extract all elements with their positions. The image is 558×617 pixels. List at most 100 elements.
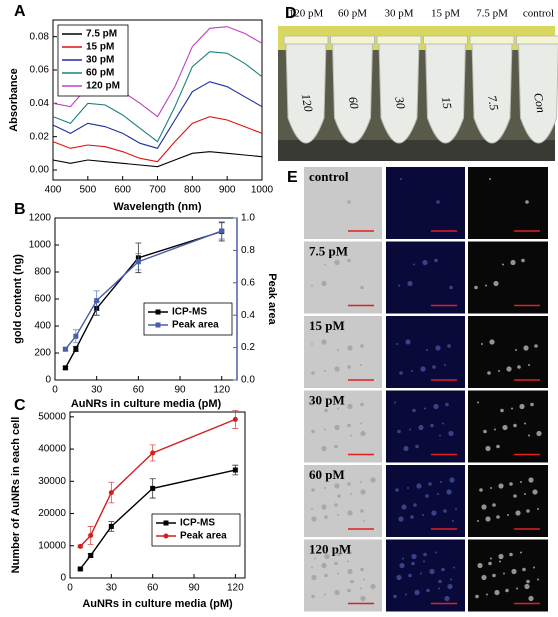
cell: [324, 573, 328, 578]
cell: [432, 365, 436, 369]
cell: [350, 434, 352, 437]
panel-label: A: [14, 3, 26, 20]
tube: [471, 41, 513, 144]
y-tick-label: 800: [34, 267, 51, 278]
cell: [321, 445, 327, 452]
cell: [487, 371, 491, 375]
cell: [400, 178, 402, 180]
cell: [408, 573, 412, 578]
cell: [334, 503, 338, 507]
marker: [155, 322, 161, 328]
marker: [163, 520, 169, 526]
tube-cap: [376, 35, 422, 45]
y-axis-label: Number of AuNRs in each cell: [10, 417, 22, 574]
legend-label: 120 pM: [86, 81, 120, 92]
x-tick-label: 60: [133, 385, 145, 396]
cell: [477, 562, 483, 569]
cell: [418, 424, 424, 431]
series-line: [52, 81, 263, 149]
cell: [532, 489, 538, 495]
y2-tick-label: 1.0: [241, 213, 255, 224]
row-label: 120 pM: [309, 541, 351, 556]
legend-box: [151, 513, 241, 547]
cell: [363, 578, 365, 581]
cell: [410, 515, 414, 519]
cell: [505, 588, 509, 593]
cell: [337, 514, 339, 516]
cell: [521, 258, 525, 263]
cell: [360, 509, 364, 513]
marker: [150, 450, 156, 456]
plot-frame: [69, 411, 246, 579]
cell: [360, 430, 366, 437]
marker: [150, 485, 156, 491]
cell: [334, 259, 340, 266]
cell: [425, 494, 429, 498]
cell: [324, 428, 326, 431]
marker: [94, 298, 100, 304]
cell: [321, 280, 327, 287]
cell: [337, 349, 339, 351]
cell: [396, 574, 402, 581]
panel-label: D: [285, 5, 297, 22]
cell: [311, 574, 317, 581]
cell: [314, 557, 316, 560]
cell: [445, 402, 449, 407]
cell: [428, 482, 432, 486]
cell: [422, 259, 428, 266]
cell: [334, 424, 340, 431]
cell: [477, 401, 479, 404]
cell: [347, 482, 351, 486]
cell: [438, 579, 442, 584]
tube: [285, 41, 327, 144]
micrograph: [468, 241, 548, 314]
cell: [524, 493, 526, 495]
cell: [502, 424, 508, 431]
x-tick-label: 900: [219, 185, 236, 196]
cell: [402, 557, 404, 560]
cell: [475, 594, 479, 599]
cell: [411, 370, 413, 372]
cell: [450, 578, 452, 581]
marker: [232, 467, 238, 473]
y2-tick-label: 0.6: [241, 277, 255, 288]
tube-label: 30: [392, 95, 408, 110]
cell: [513, 494, 517, 498]
series-line: [64, 230, 222, 369]
legend-label: 7.5 pM: [86, 29, 117, 40]
cell: [396, 343, 398, 345]
x-tick-label: 90: [174, 385, 186, 396]
cell: [360, 344, 364, 348]
photo-bench: [278, 140, 555, 161]
x-axis-label: AuNRs in culture media (pM): [71, 398, 222, 410]
cell: [447, 583, 453, 590]
cell: [440, 481, 442, 483]
cell: [311, 516, 317, 522]
cell: [347, 200, 351, 204]
cell: [481, 574, 487, 581]
cell: [311, 343, 313, 345]
marker: [77, 543, 83, 549]
cell: [507, 514, 509, 516]
marker: [155, 309, 161, 315]
micrograph: [386, 465, 465, 537]
x-tick-label: 90: [188, 583, 200, 594]
panel-label: C: [14, 397, 26, 414]
cell: [409, 428, 411, 431]
cell: [437, 493, 439, 495]
y-tick-label: 0: [45, 375, 51, 386]
micrograph: [468, 390, 548, 463]
cell: [488, 561, 492, 566]
legend-label: Peak area: [172, 320, 219, 331]
cell: [485, 284, 487, 287]
cell: [321, 562, 327, 569]
row-label: 60 pM: [309, 467, 345, 482]
cell: [499, 560, 501, 563]
cell: [511, 568, 517, 575]
cell: [393, 594, 397, 599]
series-line: [52, 151, 263, 168]
marker: [62, 365, 68, 371]
lane-label: control: [523, 8, 554, 20]
cell: [526, 579, 530, 584]
cell: [430, 423, 434, 428]
